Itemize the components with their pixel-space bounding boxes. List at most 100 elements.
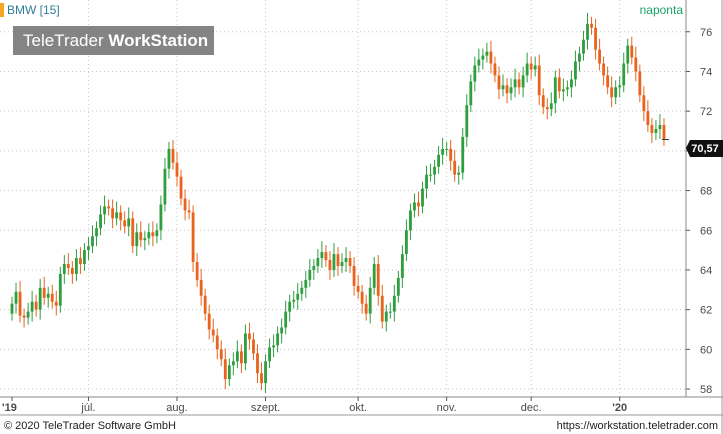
candle-up [264,361,267,384]
x-tick-label: dec. [521,402,542,414]
candle-up [565,87,569,90]
candle-up [501,85,505,90]
candle-down [18,291,22,316]
candle-down [529,63,533,70]
candle-down [79,258,82,265]
candle-up [135,232,139,247]
candle-up [658,125,662,130]
candle-up [469,81,473,106]
candle-up [425,174,428,189]
candle-up [578,53,581,62]
watermark-brand: TeleTrader [23,31,108,50]
candle-up [304,279,308,288]
y-tick-label: 74 [700,66,712,78]
candle-down [662,125,666,139]
candle-down [493,63,497,76]
x-tick-label: júl. [80,402,95,414]
candle-down [54,301,58,306]
candle-down [328,260,332,270]
candle-up [485,51,489,56]
candle-up [340,262,344,266]
candle-up [413,202,416,211]
candle-up [280,327,284,334]
candle-up [292,299,296,302]
last-price-value: 70,57 [691,143,719,155]
candle-down [650,125,654,133]
candle-down [376,264,380,296]
candle-up [457,172,461,175]
candle-up [284,311,288,328]
candle-down [453,160,457,175]
candle-down [449,148,453,161]
candle-up [10,303,14,314]
candle-up [99,214,102,229]
candle-down [256,353,259,374]
candle-down [537,65,541,96]
candle-up [392,295,396,312]
candle-down [497,75,501,90]
candle-up [561,89,565,92]
candlestick-series [10,12,669,394]
candle-down [151,232,155,237]
last-price-box [686,140,723,157]
candle-up [441,148,445,155]
candle-down [171,148,175,163]
candle-up [167,148,171,169]
candle-up [553,77,557,104]
candle-up [622,63,626,86]
candle-up [244,333,247,364]
candle-down [239,351,243,364]
candle-up [62,264,66,274]
candle-down [541,95,545,108]
candle-up [437,154,441,167]
candle-down [223,359,227,380]
candle-down [646,111,650,126]
candle-up [549,103,553,110]
candle-up [127,218,131,227]
candle-up [396,277,400,296]
y-tick-label: 72 [700,106,712,118]
candle-down [179,176,183,199]
candle-down [634,57,638,72]
candle-down [22,315,26,318]
candle-up [288,301,292,312]
instrument-marker [0,3,4,17]
candle-up [74,258,78,274]
watermark-product: WorkStation [108,31,208,50]
candle-down [50,293,54,302]
candle-up [404,230,408,255]
candle-down [248,333,251,340]
candle-down [610,87,614,98]
candle-down [203,295,207,314]
candle-up [159,204,163,231]
candle-down [219,349,223,360]
candle-down [191,212,195,263]
x-tick-label: '20 [612,402,627,414]
candle-down [594,27,597,50]
candle-down [380,295,384,322]
candle-down [598,49,601,64]
candle-up [103,206,106,215]
candle-up [481,55,485,60]
period-label[interactable]: naponta [640,3,684,17]
candle-down [360,291,364,304]
candle-down [260,373,263,384]
candle-up [614,87,618,98]
candle-up [368,287,372,314]
candle-up [473,65,477,82]
candle-up [308,269,312,280]
candle-up [344,258,348,263]
candle-down [66,264,70,268]
candle-up [433,166,436,175]
candle-up [409,210,412,231]
x-axis-ticks: '19 júl. aug. szept. okt. nov. dec. '20 [2,397,627,414]
candle-up [477,59,481,66]
y-tick-label: 64 [700,265,712,277]
candle-down [199,279,203,296]
candle-down [557,77,561,92]
instrument-label[interactable]: BMW [15] [7,3,60,17]
source-url[interactable]: https://workstation.teletrader.com [557,420,718,432]
y-tick-label: 66 [700,225,712,237]
candle-up [521,75,525,88]
candle-down [123,220,127,227]
